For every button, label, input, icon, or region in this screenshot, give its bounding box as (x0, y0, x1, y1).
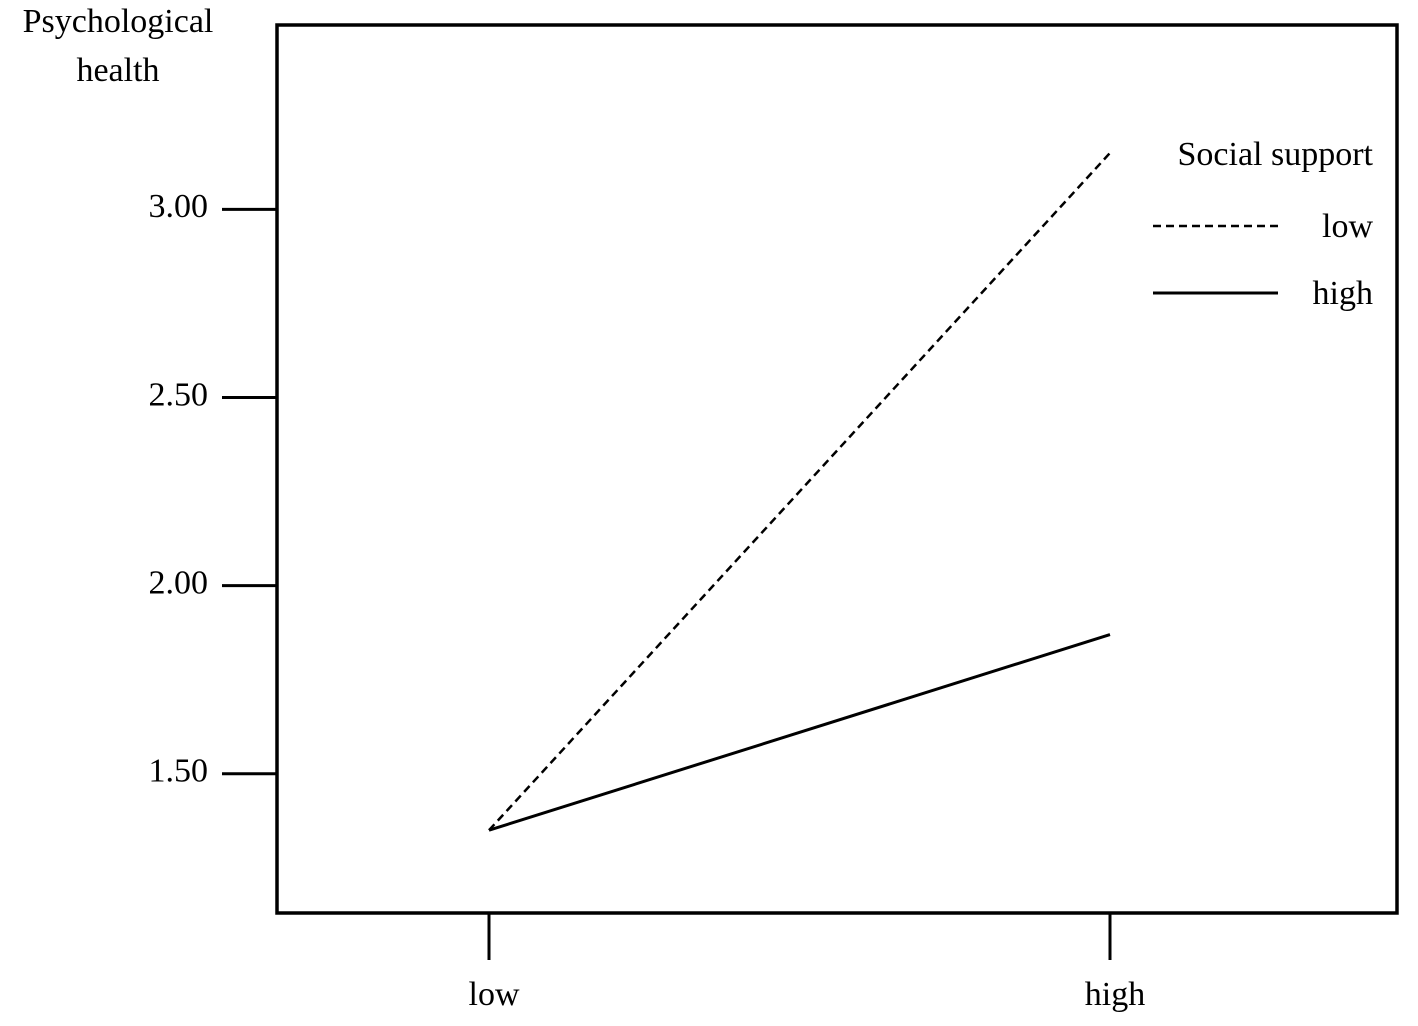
y-axis-label: health (76, 52, 159, 89)
legend-title: Social support (1178, 136, 1374, 173)
y-tick-label: 2.00 (149, 564, 209, 601)
x-tick-label: high (1085, 976, 1145, 1013)
series-line (488, 152, 1111, 832)
y-axis-label: Psychological (23, 3, 214, 40)
y-tick-label: 2.50 (149, 376, 209, 413)
plot-frame (275, 23, 1399, 915)
y-tick-label: 1.50 (149, 753, 209, 790)
x-tick-label: low (469, 976, 520, 1013)
y-tick-label: 3.00 (149, 188, 209, 225)
series-line (488, 633, 1111, 832)
legend-label: low (1322, 208, 1373, 245)
legend-label: high (1313, 275, 1373, 312)
